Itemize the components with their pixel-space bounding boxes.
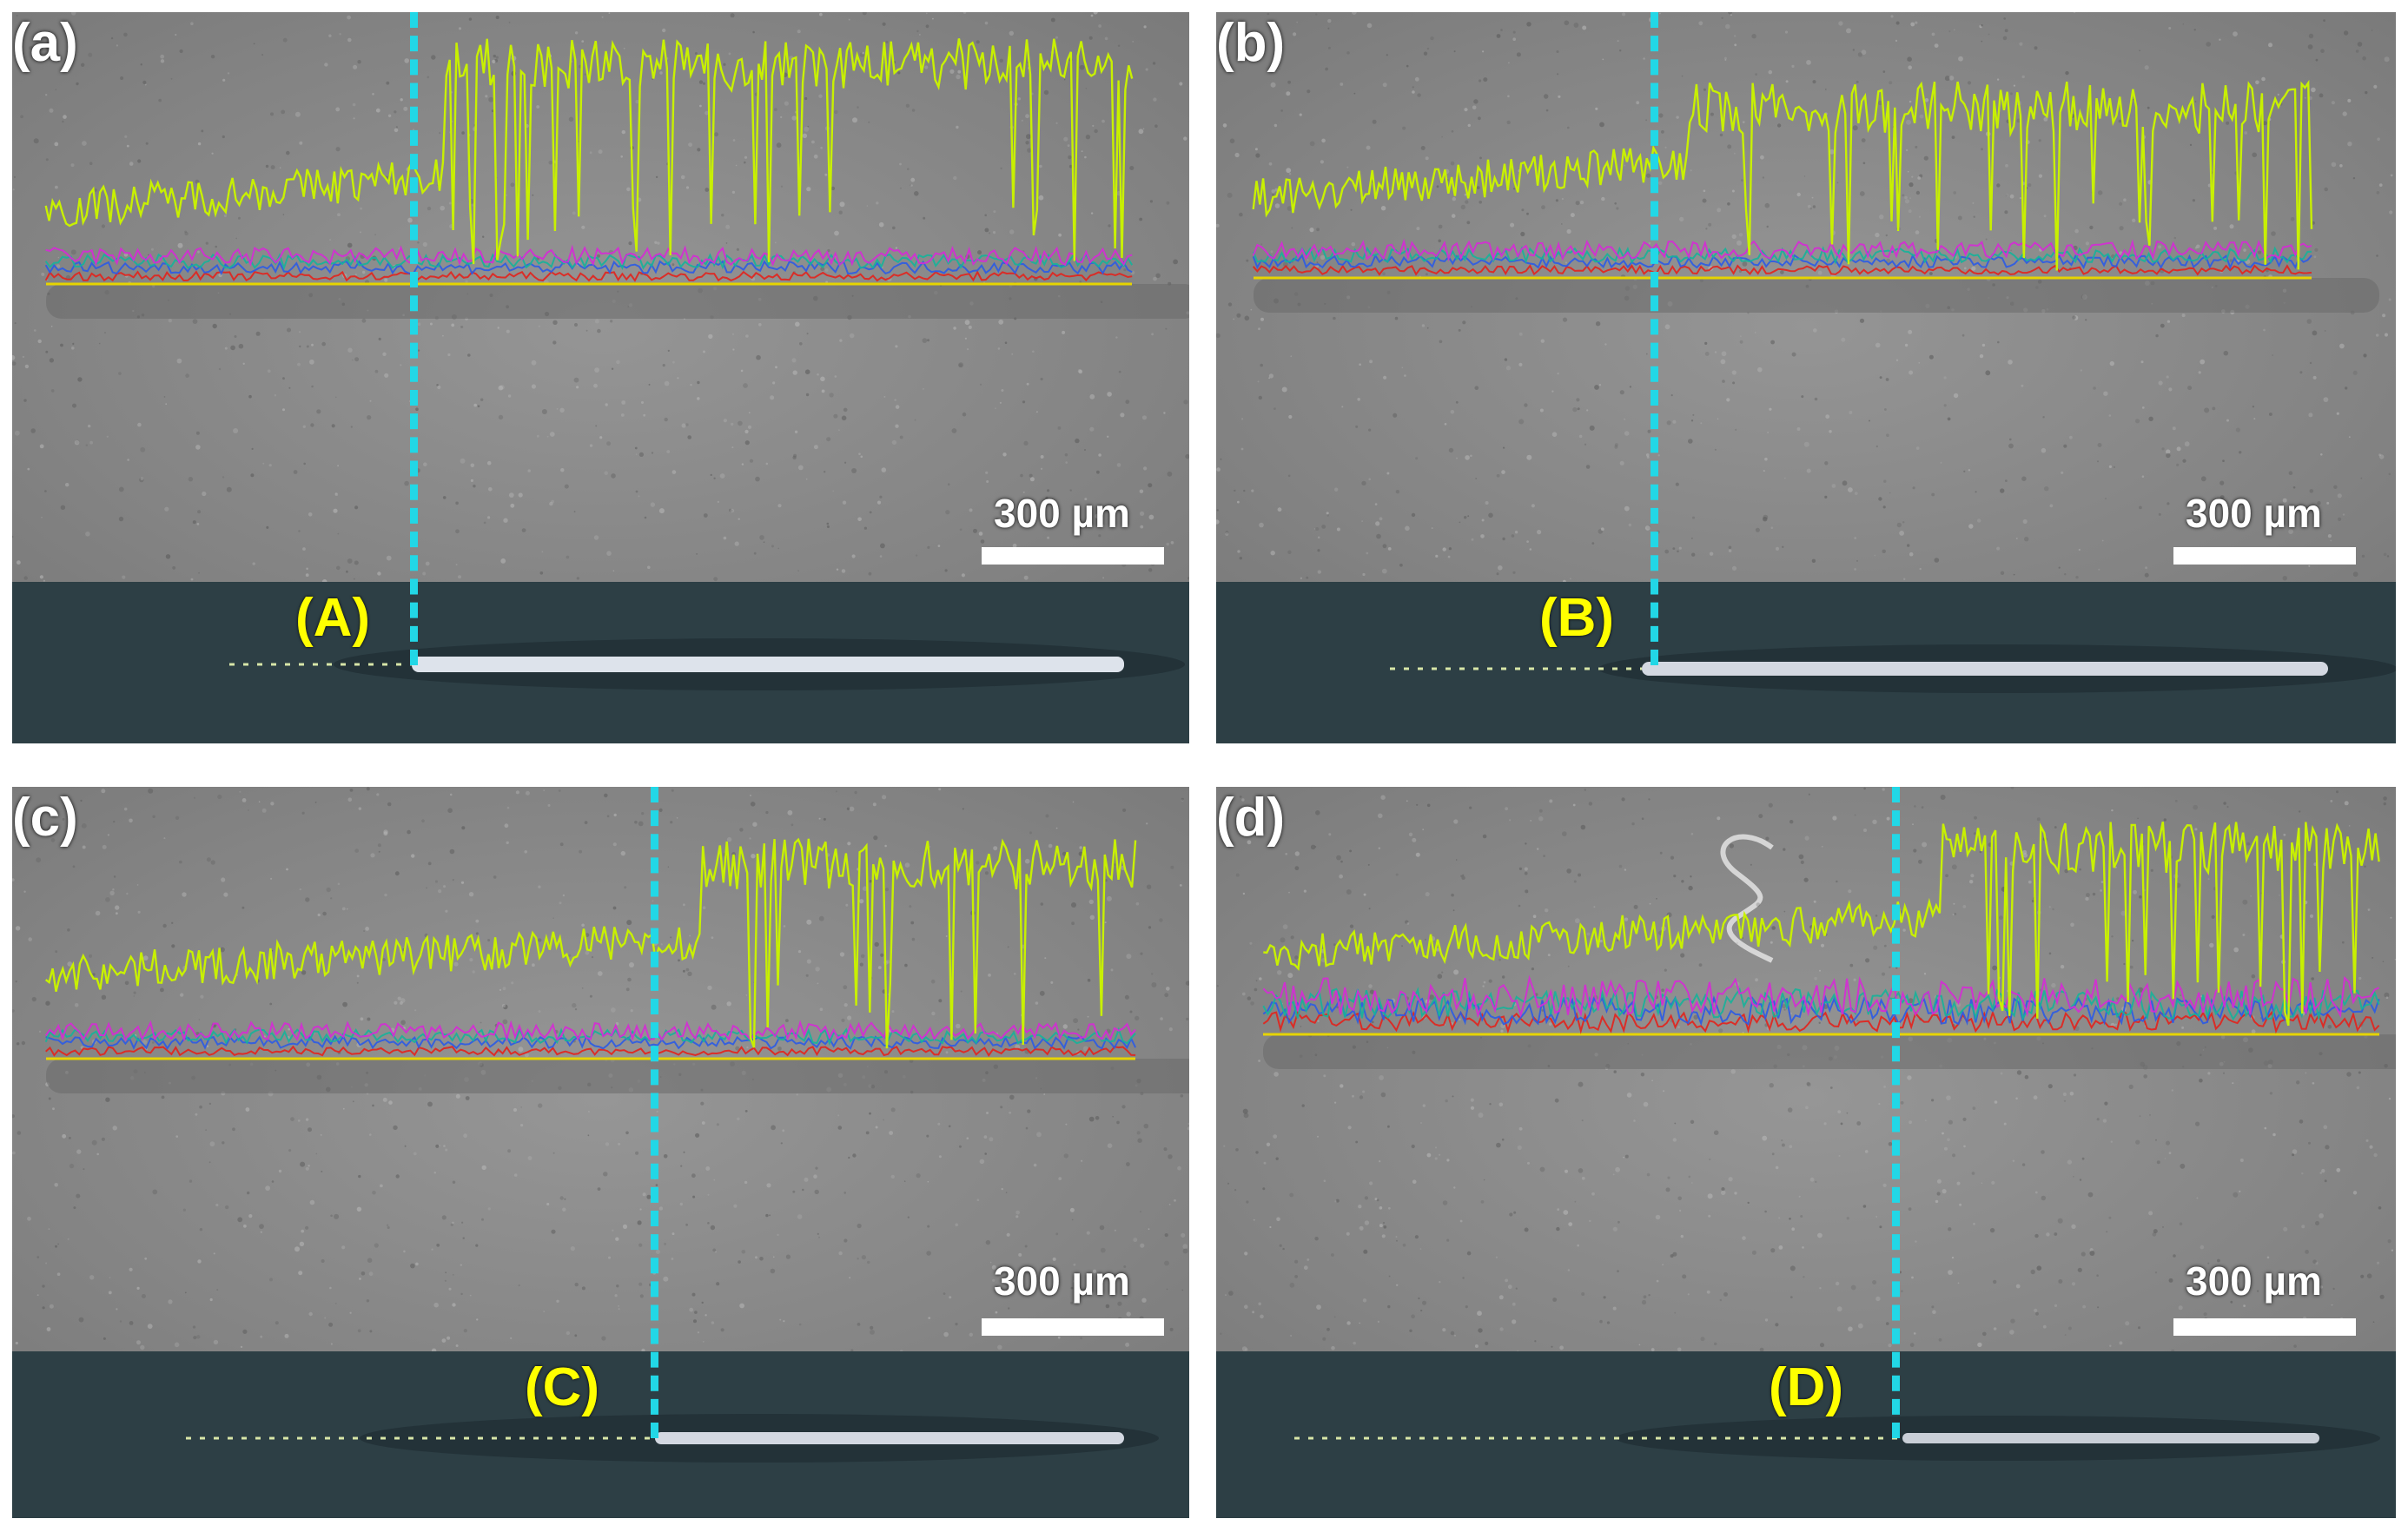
optical-image-a xyxy=(12,582,1189,743)
critical-label-a: (A) xyxy=(295,588,371,648)
signal-plot-b xyxy=(1216,12,2393,582)
signal-plot-a xyxy=(12,12,1189,582)
scale-bar-b xyxy=(2173,547,2356,565)
scale-label-b: 300 µm xyxy=(2186,491,2322,536)
scale-bar-d xyxy=(2173,1318,2356,1336)
trace-blue-a xyxy=(44,260,1133,276)
critical-marker-c xyxy=(651,787,658,1438)
panel-label-a: (a) xyxy=(12,13,78,73)
trace-blue-b xyxy=(1252,253,2312,270)
panel-b: (B) 300 µm (b) xyxy=(1216,12,2396,743)
sem-image-a xyxy=(12,12,1189,582)
optical-image-d xyxy=(1216,1351,2396,1518)
sem-image-d xyxy=(1216,787,2396,1351)
trace-magenta-c xyxy=(44,1020,1136,1042)
scale-bar-c xyxy=(982,1318,1164,1336)
trace-main-c xyxy=(44,837,1137,1049)
scale-bar-a xyxy=(982,547,1164,565)
trace-magenta-d xyxy=(1262,974,2380,1019)
scale-label-c: 300 µm xyxy=(994,1258,1130,1304)
trace-main-b xyxy=(1252,79,2313,271)
panel-label-b: (b) xyxy=(1216,13,1286,73)
trace-red-a xyxy=(44,270,1133,282)
trace-main-a xyxy=(44,38,1134,265)
sem-image-b xyxy=(1216,12,2396,582)
scratch-track-c xyxy=(655,1432,1124,1444)
critical-label-d: (D) xyxy=(1769,1357,1844,1417)
scratch-groove-b xyxy=(1254,278,2379,313)
signal-plot-d xyxy=(1216,787,2396,1351)
trace-magenta-b xyxy=(1252,238,2312,262)
critical-marker-a xyxy=(410,12,418,665)
panel-label-d: (d) xyxy=(1216,788,1286,848)
trace-red-c xyxy=(45,1045,1136,1057)
trace-magenta-a xyxy=(45,244,1133,267)
optical-image-b xyxy=(1216,582,2396,743)
trace-main-d xyxy=(1263,821,2380,1027)
critical-label-b: (B) xyxy=(1539,588,1615,648)
sem-texture-c xyxy=(12,787,1189,1351)
panel-label-c: (c) xyxy=(12,788,78,848)
scratch-groove-c xyxy=(46,1059,1189,1093)
panel-a: (A) 300 µm (a) xyxy=(12,12,1189,743)
trace-teal-d xyxy=(1262,987,2380,1021)
critical-label-c: (C) xyxy=(525,1357,600,1417)
critical-marker-d xyxy=(1892,787,1900,1438)
critical-marker-b xyxy=(1651,12,1658,665)
scratch-track-b xyxy=(1642,662,2328,676)
sem-image-c xyxy=(12,787,1189,1351)
scratch-groove-d xyxy=(1263,1034,2396,1069)
signal-plot-c xyxy=(12,787,1189,1351)
panel-d: (D) 300 µm (d) xyxy=(1216,787,2396,1518)
scratch-track-d xyxy=(1902,1433,2319,1443)
panel-c: (C) 300 µm (c) xyxy=(12,787,1189,1518)
scratch-groove-a xyxy=(46,284,1189,319)
scratch-track-a xyxy=(412,657,1124,672)
trace-red-b xyxy=(1252,264,2312,276)
debris-fiber xyxy=(1720,834,1774,963)
trace-blue-c xyxy=(45,1034,1137,1051)
scale-label-a: 300 µm xyxy=(994,491,1130,536)
scale-label-d: 300 µm xyxy=(2186,1258,2322,1304)
optical-image-c xyxy=(12,1351,1189,1518)
